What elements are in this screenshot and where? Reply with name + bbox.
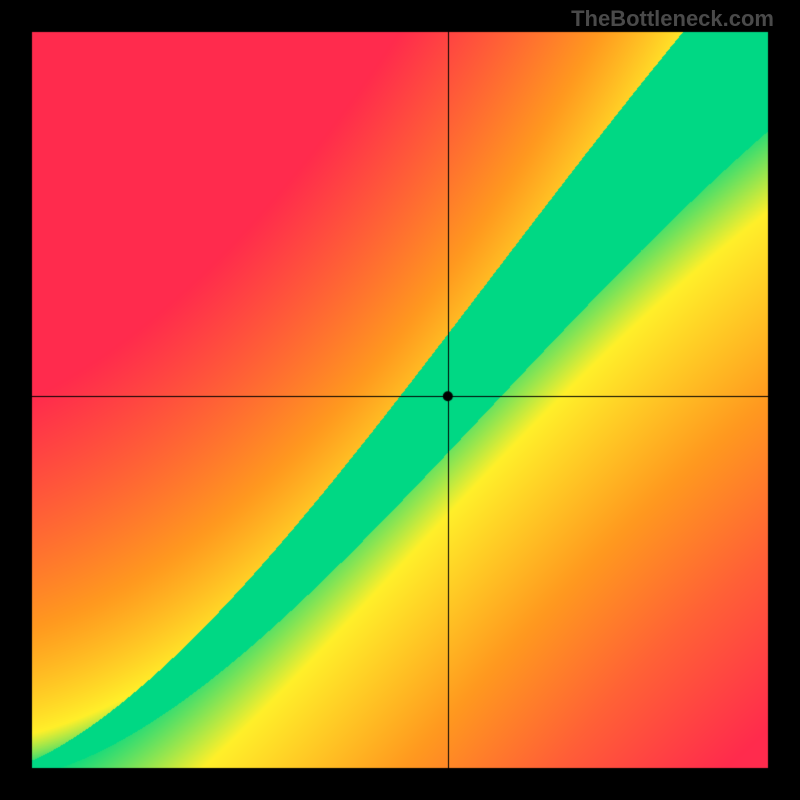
bottleneck-heatmap	[0, 0, 800, 800]
chart-container: TheBottleneck.com	[0, 0, 800, 800]
watermark-text: TheBottleneck.com	[571, 6, 774, 32]
